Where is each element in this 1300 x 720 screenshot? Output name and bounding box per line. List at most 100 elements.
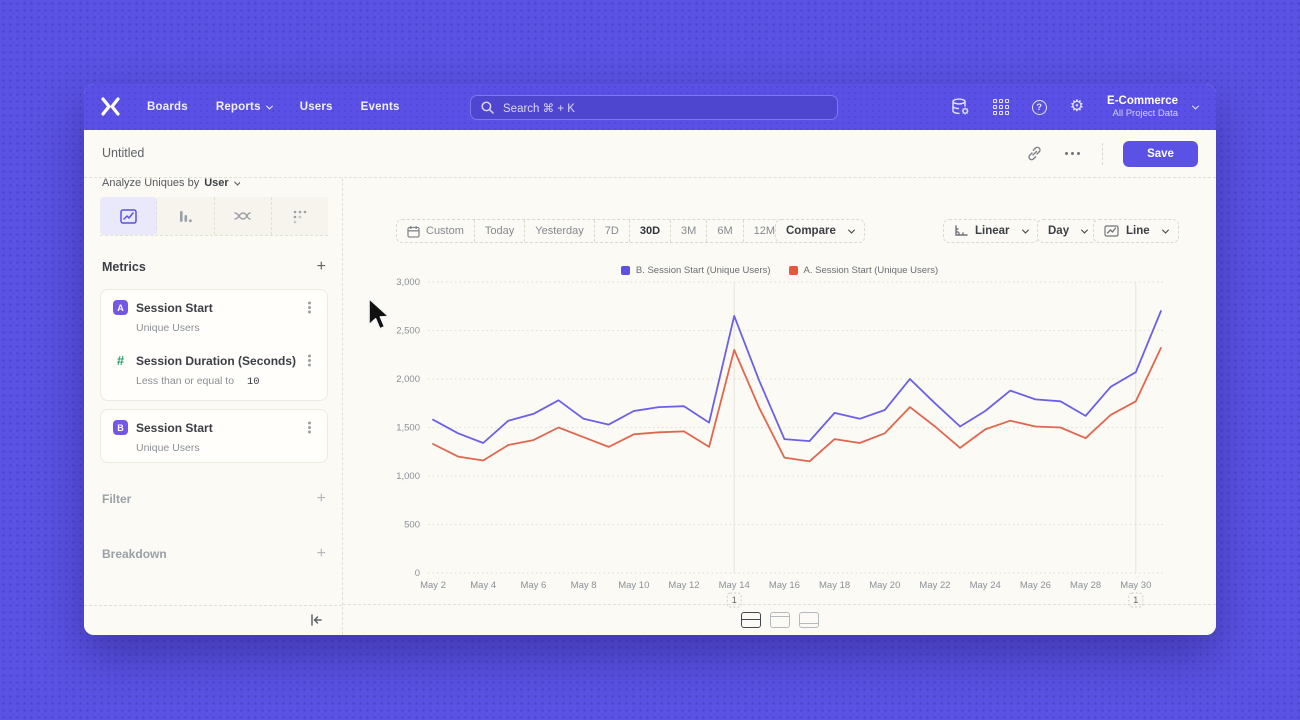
series-line-b[interactable] (432, 310, 1162, 444)
x-tick-label: May 22 (919, 580, 950, 591)
metric-title: Session Duration (Seconds) (136, 353, 297, 368)
layout-toggles (740, 612, 819, 628)
line-chart[interactable]: 0 500 1,000 1,500 2,000 2,500 3,000 1 1 May 2 May … (390, 275, 1163, 615)
sidebar-footer (84, 605, 342, 635)
nav-item-reports[interactable]: Reports (215, 101, 273, 113)
divider (1102, 142, 1103, 165)
nav-item-label: Boards (147, 101, 188, 113)
chart-footer (343, 604, 1216, 635)
filter-section: Filter + (102, 491, 326, 507)
nav-item-events[interactable]: Events (361, 101, 400, 113)
nav-item-label: Reports (215, 101, 261, 113)
metrics-title: Metrics (102, 260, 146, 274)
nav-item-label: Events (360, 101, 400, 113)
x-tick-label: May 2 (420, 580, 446, 591)
legend-item-b[interactable]: B. Session Start (Unique Users) (620, 265, 771, 276)
chart-legend: B. Session Start (Unique Users) A. Sessi… (343, 265, 1216, 276)
y-tick-label: 0 (415, 568, 420, 579)
range-7d[interactable]: 7D (595, 220, 630, 242)
metrics-header: Metrics + (102, 259, 326, 275)
range-30d-selected[interactable]: 30D (630, 220, 672, 242)
add-metric-button[interactable]: + (316, 258, 326, 275)
scale-selector[interactable]: Linear (943, 219, 1039, 243)
metric-menu-icon[interactable] (308, 359, 311, 362)
project-switcher[interactable]: E-Commerce All Project Data (1107, 94, 1200, 120)
x-tick-label: May 24 (970, 580, 1001, 591)
layout-split-view-icon[interactable] (740, 612, 761, 628)
search-placeholder: Search ⌘ + K (503, 102, 575, 115)
top-navbar: Boards Reports Users Events Search ⌘ + K (84, 84, 1216, 130)
range-6m[interactable]: 6M (707, 220, 744, 242)
range-custom[interactable]: Custom (397, 220, 475, 242)
query-sidebar: Analyze Uniques by User (84, 175, 343, 635)
annotation-badge[interactable] (1128, 592, 1144, 608)
collapse-sidebar-icon[interactable] (309, 613, 324, 632)
analyze-uniques-row[interactable]: Analyze Uniques by User (102, 175, 240, 191)
add-filter-button[interactable]: + (316, 490, 326, 507)
chart-panel: Custom Today Yesterday 7D 30D 3M 6M 12M … (343, 178, 1216, 635)
metric-row-duration[interactable]: # Session Duration (Seconds) Less than o… (101, 343, 327, 388)
x-tick-label: May 20 (869, 580, 900, 591)
help-icon[interactable]: ? (1031, 99, 1047, 115)
nav-item-users[interactable]: Users (300, 101, 333, 113)
data-management-icon[interactable] (951, 98, 970, 116)
analyze-value-dropdown[interactable]: User (204, 177, 229, 189)
chevron-down-icon (1161, 226, 1169, 234)
metric-subtitle[interactable]: Unique Users (136, 442, 200, 454)
annotation-badge[interactable] (726, 592, 742, 608)
x-tick-label: May 18 (819, 580, 850, 591)
layout-table-focus-icon[interactable] (798, 612, 819, 628)
nav-item-boards[interactable]: Boards (147, 101, 188, 113)
apps-grid-icon[interactable] (992, 99, 1009, 115)
y-tick-label: 3,000 (396, 277, 420, 288)
layout-chart-focus-icon[interactable] (769, 612, 790, 628)
legend-label: A. Session Start (Unique Users) (803, 265, 939, 276)
chart-type-selector[interactable]: Line (1093, 219, 1179, 243)
filter-value[interactable]: 10 (247, 376, 260, 388)
chevron-down-icon (265, 102, 273, 110)
compare-button[interactable]: Compare (775, 219, 865, 243)
chevron-down-icon (1021, 226, 1029, 234)
settings-gear-icon[interactable]: ⚙ (1069, 98, 1085, 115)
metric-subtitle[interactable]: Unique Users (136, 322, 200, 334)
range-today[interactable]: Today (475, 220, 526, 242)
range-12m[interactable]: 12M (753, 225, 776, 237)
report-title[interactable]: Untitled (102, 146, 145, 160)
date-range-selector: Custom Today Yesterday 7D 30D 3M 6M 12M (396, 219, 787, 243)
range-yesterday[interactable]: Yesterday (525, 220, 595, 242)
x-tick-label: May 8 (571, 580, 597, 591)
chart-type-tabs (100, 197, 328, 236)
tab-retention[interactable] (271, 197, 328, 235)
metric-row-b[interactable]: B Session Start Unique Users (101, 410, 327, 454)
tab-flows[interactable] (214, 197, 272, 235)
metric-row-a[interactable]: A Session Start Unique Users (101, 290, 327, 334)
metric-menu-icon[interactable] (308, 306, 311, 309)
series-line-a[interactable] (432, 347, 1162, 463)
save-button[interactable]: Save (1123, 140, 1198, 167)
search-input[interactable]: Search ⌘ + K (470, 95, 838, 120)
metric-card-group-a: A Session Start Unique Users # Session D… (100, 289, 328, 401)
metric-filter-condition[interactable]: Less than or equal to 10 (136, 375, 260, 388)
y-tick-label: 2,000 (396, 374, 420, 385)
add-breakdown-button[interactable]: + (316, 545, 326, 562)
share-link-icon[interactable] (1026, 145, 1043, 162)
more-options-icon[interactable] (1063, 151, 1082, 156)
interval-selector[interactable]: Day (1037, 219, 1099, 243)
metric-badge-b: B (113, 420, 128, 435)
legend-item-a[interactable]: A. Session Start (Unique Users) (788, 265, 939, 276)
metric-title: Session Start (136, 420, 213, 435)
tab-bar-chart[interactable] (157, 197, 215, 235)
y-tick-label: 1,000 (396, 471, 420, 482)
project-name: E-Commerce (1107, 94, 1178, 107)
x-tick-label: May 26 (1020, 580, 1051, 591)
metric-menu-icon[interactable] (308, 426, 311, 429)
x-tick-label: May 28 (1070, 580, 1101, 591)
range-3m[interactable]: 3M (671, 220, 708, 242)
y-tick-label: 500 (404, 520, 420, 531)
x-tick-label: May 30 (1120, 580, 1151, 591)
mixpanel-logo-icon[interactable] (101, 97, 120, 121)
bar-chart-tab-icon (179, 210, 192, 222)
axis-scale-icon (954, 225, 968, 237)
tab-insights-line[interactable] (100, 197, 158, 235)
metric-card-group-b: B Session Start Unique Users (100, 409, 328, 463)
